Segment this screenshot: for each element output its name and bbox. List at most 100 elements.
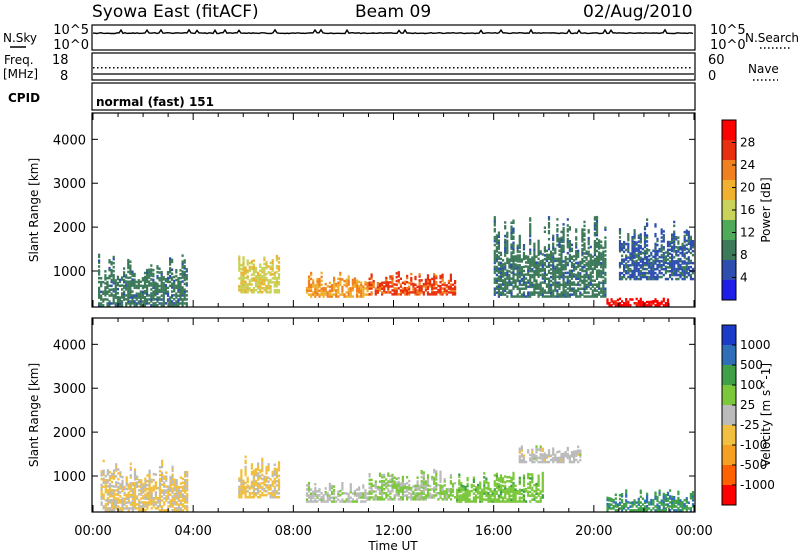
freq-dot: [377, 67, 379, 69]
data-cell: [358, 492, 361, 495]
data-cell: [378, 480, 382, 483]
data-cell: [387, 474, 390, 477]
data-cell: [562, 287, 565, 290]
data-cell: [349, 490, 352, 494]
data-cell: [135, 286, 138, 290]
data-cell: [148, 487, 151, 490]
data-cell: [242, 263, 245, 267]
data-cell: [252, 279, 255, 282]
data-cell: [493, 257, 496, 261]
data-cell: [368, 277, 371, 281]
data-cell: [150, 478, 153, 482]
data-cell: [600, 256, 603, 259]
data-cell: [161, 473, 164, 476]
data-cell: [154, 287, 157, 291]
data-cell: [391, 289, 394, 292]
data-cell: [581, 267, 584, 271]
data-cell: [261, 493, 264, 497]
data-cell: [112, 255, 115, 259]
data-cell: [426, 285, 430, 289]
data-cell: [175, 302, 178, 305]
data-cell: [570, 453, 574, 456]
data-cell: [385, 482, 388, 485]
data-cell: [125, 493, 128, 497]
data-cell: [117, 493, 120, 497]
data-cell: [154, 487, 157, 490]
data-cell: [401, 477, 404, 481]
data-cell: [595, 231, 599, 235]
data-cell: [383, 488, 386, 491]
data-cell: [143, 275, 147, 279]
data-cell: [570, 271, 574, 274]
data-cell: [273, 471, 276, 475]
data-cell: [158, 271, 161, 274]
data-cell: [497, 477, 500, 480]
data-cell: [581, 248, 584, 251]
data-cell: [581, 236, 584, 239]
data-cell: [169, 477, 172, 481]
data-cell: [593, 289, 596, 292]
data-cell: [604, 287, 607, 290]
freq-dot: [629, 67, 631, 69]
data-cell: [583, 263, 586, 267]
data-cell: [575, 236, 578, 239]
data-cell: [579, 262, 582, 266]
data-cell: [604, 279, 607, 283]
data-cell: [248, 496, 251, 499]
data-cell: [671, 237, 674, 240]
data-cell: [257, 271, 260, 275]
data-cell: [522, 460, 526, 464]
data-cell: [129, 300, 132, 303]
data-cell: [267, 492, 270, 495]
data-cell: [341, 285, 344, 289]
data-cell: [318, 490, 321, 493]
data-cell: [646, 262, 649, 265]
data-cell: [420, 279, 423, 282]
data-cell: [163, 475, 166, 478]
data-cell: [116, 283, 119, 287]
data-cell: [376, 285, 379, 289]
data-cell: [587, 246, 590, 250]
data-cell: [495, 474, 498, 478]
data-cell: [104, 478, 107, 482]
freq-dot: [433, 67, 435, 69]
data-cell: [98, 304, 101, 307]
freq-dot: [333, 67, 335, 69]
data-cell: [606, 502, 609, 506]
data-cell: [587, 281, 590, 285]
data-cell: [535, 482, 538, 486]
data-cell: [516, 250, 519, 253]
data-cell: [593, 257, 596, 261]
data-cell: [520, 268, 523, 271]
data-cell: [133, 478, 137, 481]
data-cell: [593, 253, 596, 257]
data-cell: [522, 494, 526, 497]
data-cell: [383, 483, 386, 487]
data-cell: [269, 289, 272, 292]
data-cell: [568, 460, 571, 464]
data-cell: [522, 279, 526, 282]
data-cell: [362, 291, 365, 294]
data-cell: [171, 268, 174, 271]
data-cell: [643, 241, 647, 245]
data-cell: [399, 498, 402, 501]
data-cell: [143, 304, 147, 307]
data-cell: [531, 458, 534, 462]
data-cell: [163, 481, 166, 484]
data-cell: [443, 494, 446, 497]
data-cell: [129, 268, 132, 271]
data-cell: [533, 293, 536, 296]
data-cell: [510, 227, 513, 230]
data-cell: [250, 470, 253, 474]
data-cell: [175, 284, 178, 288]
data-cell: [456, 498, 459, 501]
data-cell: [464, 496, 467, 499]
data-cell: [248, 269, 251, 273]
data-cell: [562, 289, 565, 292]
data-cell: [252, 289, 255, 292]
data-cell: [347, 287, 350, 290]
data-cell: [656, 243, 659, 247]
data-cell: [131, 294, 134, 297]
data-cell: [406, 486, 409, 489]
data-cell: [460, 500, 463, 503]
